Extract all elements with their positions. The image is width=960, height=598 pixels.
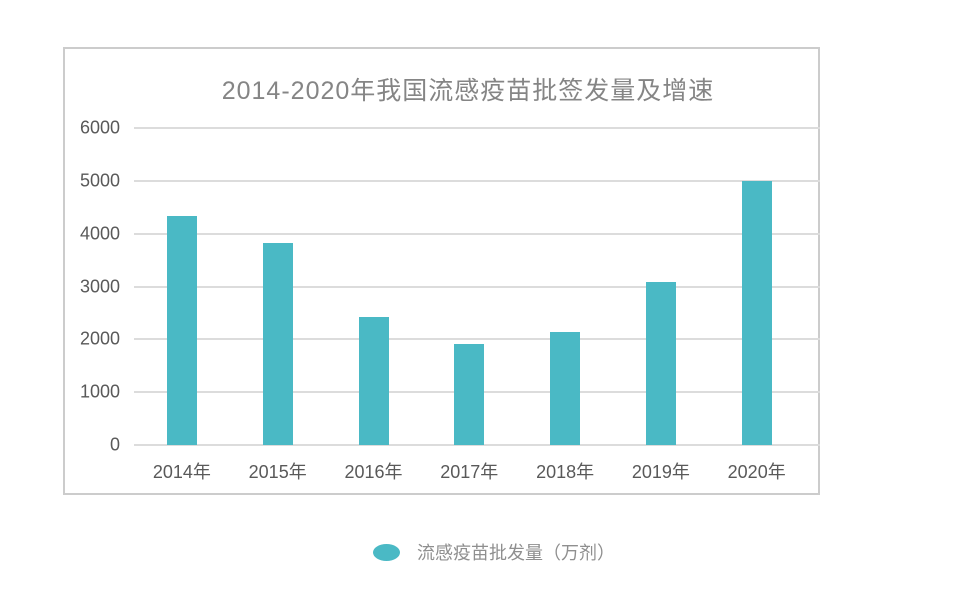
plot-area: 0 1000 2000 3000 4000 5000 6000 2014年 2015年 2016年… [80,118,820,482]
chart-title: 2014-2020年我国流感疫苗批签发量及增速 [221,77,715,105]
legend-series-marker-icon[interactable] [373,543,400,561]
bar-2019年 [645,282,676,445]
bar-2020年 [741,180,772,445]
gridline-6000 [134,127,820,129]
x-axis-tick-2016年: 2016年 [344,462,403,482]
gridline-3000 [134,285,820,288]
x-axis-tick-2020年: 2020年 [727,462,786,482]
x-axis-tick-2014年: 2014年 [152,462,211,482]
x-axis-tick-2015年: 2015年 [248,462,307,482]
x-axis-tick-2017年: 2017年 [440,462,499,482]
y-axis-tick-6000: 6000 [79,117,120,138]
bar-2016年 [358,317,389,445]
legend: 流感疫苗批发量（万剂） [0,538,960,566]
bar-2015年 [262,242,293,445]
y-axis-tick-1000: 1000 [79,381,120,402]
bar-2018年 [550,332,581,445]
y-axis-tick-0: 0 [109,434,120,455]
bar-2017年 [454,344,485,445]
gridline-4000 [134,232,820,235]
bar-2014年 [166,216,197,445]
chart-panel: 2014-2020年我国流感疫苗批签发量及增速 0 1000 2000 3000 400… [63,47,820,495]
gridline-0 [134,444,820,446]
y-axis-tick-2000: 2000 [79,328,120,349]
y-axis-tick-3000: 3000 [79,276,120,296]
legend-series-label[interactable]: 流感疫苗批发量（万剂） [417,543,615,563]
y-axis-tick-5000: 5000 [79,170,120,191]
y-axis-tick-4000: 4000 [79,223,120,244]
x-axis-tick-2019年: 2019年 [631,462,690,482]
gridline-5000 [134,179,820,182]
gridline-2000 [134,338,820,341]
x-axis-tick-2018年: 2018年 [536,462,595,482]
